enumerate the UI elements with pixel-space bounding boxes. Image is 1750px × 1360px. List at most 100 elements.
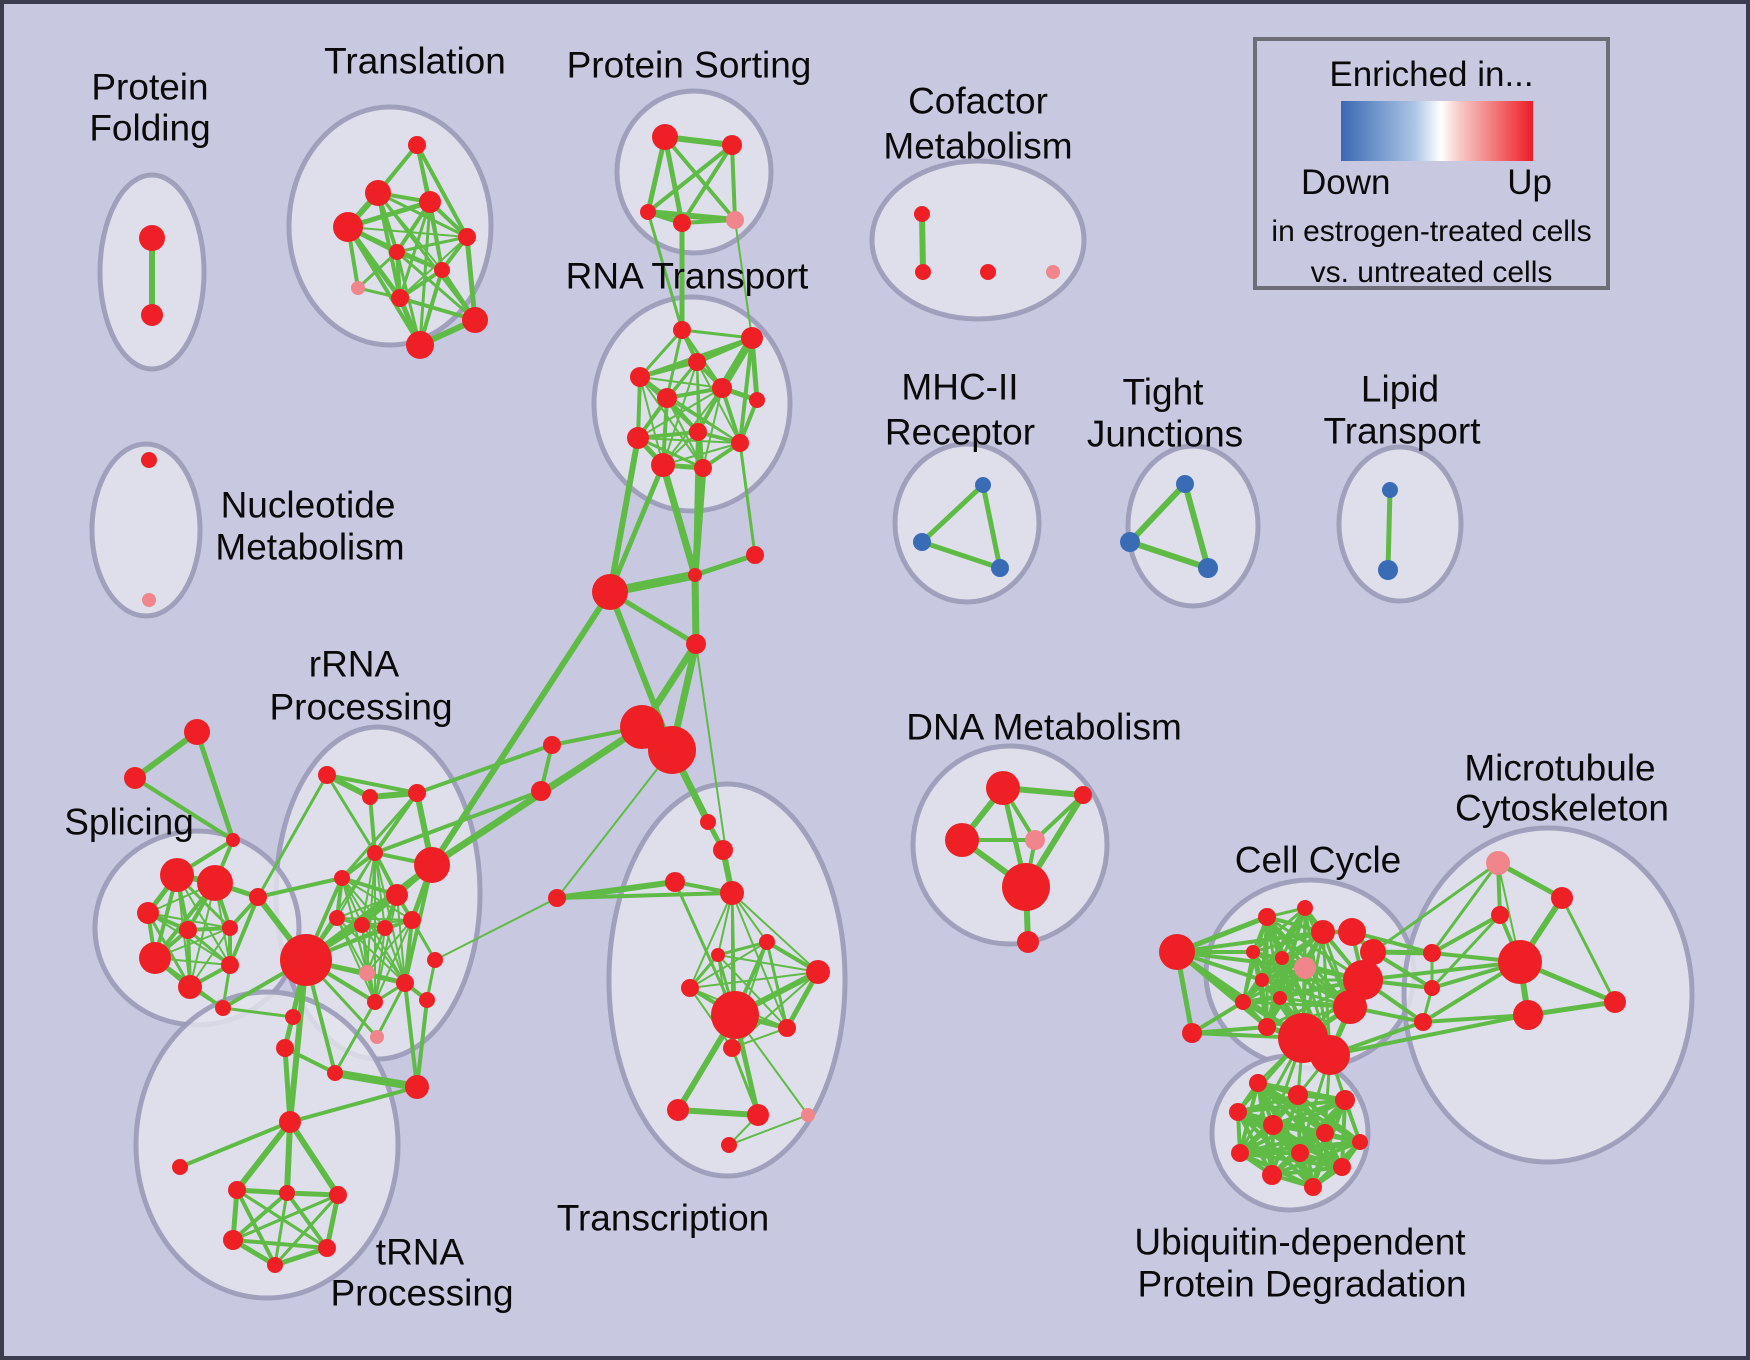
network-node-mt5 — [1604, 991, 1626, 1013]
network-node-r10 — [403, 911, 421, 929]
network-edge — [646, 143, 734, 214]
network-edge — [366, 927, 386, 974]
network-edge — [607, 462, 666, 595]
network-edge — [1182, 481, 1211, 571]
network-node-tc8 — [681, 979, 699, 997]
network-node-r12 — [396, 974, 414, 992]
network-node-ps5 — [726, 211, 744, 229]
network-edge — [231, 1193, 340, 1242]
network-node-s8 — [221, 956, 239, 974]
network-edge — [1328, 1013, 1530, 1057]
network-edge — [730, 1046, 760, 1117]
network-node-ps1 — [652, 124, 678, 150]
network-node-rt7 — [749, 392, 765, 408]
network-edge — [554, 879, 678, 901]
network-node-ps2 — [722, 135, 742, 155]
network-node-cc1 — [1159, 934, 1195, 970]
network-node-r15 — [419, 992, 435, 1008]
network-node-rb — [280, 934, 332, 986]
network-edge — [273, 1191, 289, 1267]
network-node-mh2 — [913, 533, 931, 551]
network-edge — [325, 773, 377, 855]
network-edge — [1495, 860, 1565, 901]
network-node-u4 — [1229, 1103, 1247, 1121]
network-edge — [283, 1046, 337, 1075]
network-node-tc2 — [713, 840, 733, 860]
network-node-tc1 — [700, 814, 716, 830]
network-node-s4 — [179, 921, 197, 939]
network-node-mt2 — [1551, 887, 1573, 909]
network-node-cm4 — [1046, 265, 1060, 279]
network-node-r14 — [367, 994, 383, 1010]
network-node-u6 — [1316, 1124, 1334, 1142]
network-edge — [336, 917, 413, 921]
network-node-mt3 — [1491, 906, 1509, 924]
network-edge — [1430, 861, 1500, 955]
network-node-u11 — [1262, 1165, 1282, 1185]
network-edge — [1340, 1098, 1347, 1169]
network-node-t7 — [434, 262, 450, 278]
network-edge — [716, 940, 769, 957]
network-node-m1 — [249, 888, 267, 906]
network-node-u12 — [1304, 1178, 1322, 1196]
network-node-mth — [1498, 940, 1542, 984]
network-node-r1 — [318, 766, 336, 784]
network-node-tc13 — [801, 1108, 815, 1122]
network-edge — [693, 430, 700, 577]
network-edge — [434, 897, 558, 961]
network-node-t8 — [351, 281, 365, 295]
network-node-s7 — [178, 975, 202, 999]
cluster-label-nucleotide-metabolism-line2: Metabolism — [215, 527, 404, 568]
network-edge — [133, 776, 235, 842]
network-node-rt1 — [673, 321, 691, 339]
legend-down-label: Down — [1301, 163, 1391, 202]
network-node-c4 — [686, 634, 706, 654]
network-node-cc4 — [1297, 900, 1313, 916]
network-edge — [717, 954, 788, 1029]
network-node-ps3 — [640, 204, 656, 220]
network-edge — [395, 235, 469, 254]
network-edge — [415, 143, 469, 239]
network-node-tc14 — [721, 1137, 737, 1153]
network-edge — [234, 1119, 293, 1193]
network-node-c1 — [688, 568, 702, 582]
network-edge — [288, 1085, 419, 1124]
network-node-r19 — [327, 1065, 343, 1081]
network-node-s5 — [222, 920, 238, 936]
network-edge — [221, 1006, 295, 1019]
network-edge — [374, 927, 386, 1003]
network-node-pf2 — [141, 304, 163, 326]
network-edge — [638, 328, 684, 379]
network-node-u2 — [1288, 1085, 1308, 1105]
cluster-label-rrna-processing-line2: Processing — [269, 687, 452, 728]
network-node-tc12 — [747, 1104, 769, 1126]
network-edge — [645, 209, 738, 223]
network-node-mh1 — [975, 477, 991, 493]
network-node-rt12 — [694, 459, 712, 477]
network-node-cc9 — [1235, 994, 1251, 1010]
network-node-r6 — [386, 884, 408, 906]
network-edge — [374, 919, 413, 1003]
network-edge — [341, 877, 406, 984]
network-node-r4 — [367, 845, 383, 861]
cluster-label-trna-processing-line2: Processing — [330, 1273, 513, 1314]
network-node-cm2 — [915, 264, 931, 280]
network-node-rt5 — [712, 378, 732, 398]
network-edge — [396, 894, 406, 984]
network-node-dm4 — [1025, 830, 1045, 850]
legend-box: Enriched in... Down Up in estrogen-treat… — [1253, 37, 1610, 290]
network-node-tc4 — [720, 881, 744, 905]
cluster-ellipse-tight-junctions — [1125, 443, 1261, 609]
network-edge — [287, 957, 309, 1125]
cluster-label-cofactor-metabolism-line2: Metabolism — [883, 126, 1072, 167]
network-edge — [980, 482, 1003, 571]
network-node-u5 — [1263, 1115, 1283, 1135]
network-edge — [1127, 539, 1211, 571]
network-node-cc3 — [1258, 908, 1276, 926]
network-node-cc13 — [1338, 918, 1366, 946]
network-node-s3 — [137, 902, 159, 924]
cluster-label-cell-cycle: Cell Cycle — [1235, 840, 1402, 881]
network-edge — [287, 1119, 341, 1198]
network-node-q8 — [318, 1239, 336, 1257]
legend-caption: in estrogen-treated cells vs. untreated … — [1257, 211, 1606, 293]
